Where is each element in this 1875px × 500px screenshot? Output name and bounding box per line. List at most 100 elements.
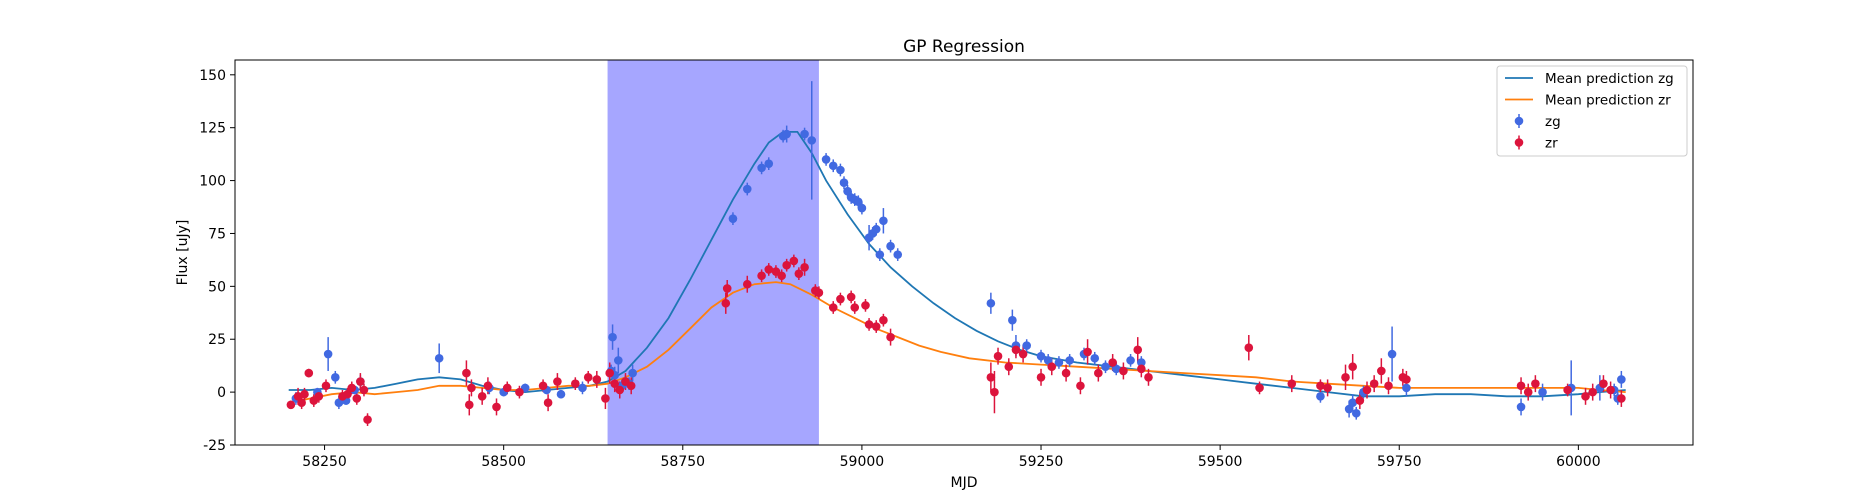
data-point-zg	[828, 161, 838, 171]
data-point-zg	[1126, 356, 1135, 365]
plot-area	[286, 60, 1626, 445]
data-point-zr	[1061, 368, 1071, 378]
data-point-zr	[871, 322, 881, 331]
data-point-zg	[879, 216, 888, 226]
data-point-zr	[553, 377, 562, 386]
data-point-zr	[343, 389, 352, 399]
data-point-zr	[286, 400, 296, 410]
data-point-zr	[464, 400, 474, 410]
data-point-zr	[515, 387, 524, 397]
data-point-zr	[543, 398, 553, 407]
data-point-zg	[1516, 402, 1526, 412]
data-point-zr	[782, 260, 791, 270]
data-point-zr	[986, 373, 996, 382]
data-point-zr	[1144, 373, 1153, 382]
data-point-zr	[1076, 381, 1085, 391]
data-point-zr	[1323, 383, 1332, 393]
data-point-zr	[1004, 362, 1014, 372]
data-point-zr	[1047, 362, 1057, 372]
data-point-zr	[1133, 345, 1143, 355]
data-point-zr	[742, 279, 752, 289]
data-point-zr	[836, 294, 845, 304]
data-point-zg	[782, 129, 791, 139]
data-point-zg	[886, 241, 895, 251]
data-point-zr	[1119, 366, 1128, 376]
data-point-zr	[1083, 347, 1092, 357]
legend: Mean prediction zg Mean prediction zr zg zr	[1496, 65, 1688, 157]
data-point-zr	[492, 402, 501, 412]
data-point-zr	[990, 387, 999, 397]
data-point-zr	[1581, 392, 1590, 401]
data-point-zg	[334, 398, 344, 407]
data-point-zg	[1348, 398, 1357, 407]
data-point-zg	[1008, 315, 1017, 325]
y-tick-label: 150	[199, 68, 226, 84]
data-point-zg	[434, 353, 444, 363]
data-point-zg	[1054, 358, 1064, 367]
data-point-zr	[764, 265, 774, 274]
data-point-zr	[592, 375, 602, 384]
data-point-zg	[608, 332, 617, 342]
data-point-zr	[1011, 345, 1021, 355]
data-point-zg	[1036, 351, 1046, 361]
data-point-zr	[538, 381, 548, 391]
data-point-zg	[1022, 341, 1031, 350]
data-point-zr	[1362, 385, 1372, 395]
data-point-zr	[300, 389, 309, 399]
data-point-zr	[1137, 364, 1146, 374]
data-point-zr	[861, 301, 870, 310]
data-point-zr	[1377, 366, 1386, 376]
data-point-zr	[846, 292, 856, 302]
data-point-zr	[314, 392, 324, 401]
data-point-zr	[601, 394, 610, 403]
x-tick-label: 58500	[481, 454, 526, 470]
data-point-zg	[807, 136, 817, 145]
x-tick-label: 58750	[661, 454, 706, 470]
data-point-zg	[742, 184, 752, 194]
y-tick-label: 125	[199, 121, 226, 137]
data-point-zr	[502, 383, 512, 393]
data-points	[286, 129, 1626, 424]
legend-swatch-marker	[1514, 138, 1524, 147]
data-point-zg	[857, 203, 867, 213]
y-tick-label: 0	[217, 385, 226, 401]
data-point-zg	[1351, 408, 1361, 418]
data-point-zr	[850, 303, 860, 312]
data-point-zr	[626, 381, 636, 391]
y-tick-label: 75	[208, 226, 226, 242]
data-point-zg	[1101, 362, 1110, 372]
data-point-zr	[864, 320, 874, 329]
data-point-zr	[1108, 358, 1117, 367]
data-point-zr	[1523, 387, 1533, 397]
data-point-zr	[1516, 381, 1526, 391]
data-point-zr	[583, 373, 593, 382]
data-point-zr	[615, 385, 625, 395]
data-point-zr	[789, 256, 799, 266]
y-axis-ticks: -25 0 25 50 75 100 125 150	[199, 68, 235, 454]
shaded-region	[607, 60, 819, 445]
data-point-zr	[886, 332, 895, 342]
data-point-zg	[1090, 353, 1100, 363]
data-point-zr	[352, 394, 362, 403]
data-point-zg	[556, 389, 566, 399]
data-point-zg	[821, 155, 831, 164]
data-point-zr	[1402, 375, 1411, 384]
axes-frame	[234, 59, 1694, 446]
data-point-zg	[836, 165, 845, 175]
y-tick-label: 100	[199, 174, 226, 190]
data-point-zg	[1137, 358, 1146, 367]
data-point-zr	[467, 383, 476, 393]
data-point-zr	[477, 392, 487, 401]
data-point-zr	[1384, 381, 1393, 391]
data-point-zr	[828, 303, 838, 312]
data-point-zg	[614, 356, 623, 365]
data-point-zr	[359, 385, 369, 395]
data-point-zr	[356, 377, 365, 386]
data-point-zr	[1355, 396, 1365, 405]
legend-swatch-marker	[1514, 116, 1524, 126]
data-point-zr	[777, 271, 786, 281]
data-point-zg	[893, 250, 903, 259]
y-tick-label: 25	[208, 332, 226, 348]
data-point-zr	[1341, 373, 1350, 382]
